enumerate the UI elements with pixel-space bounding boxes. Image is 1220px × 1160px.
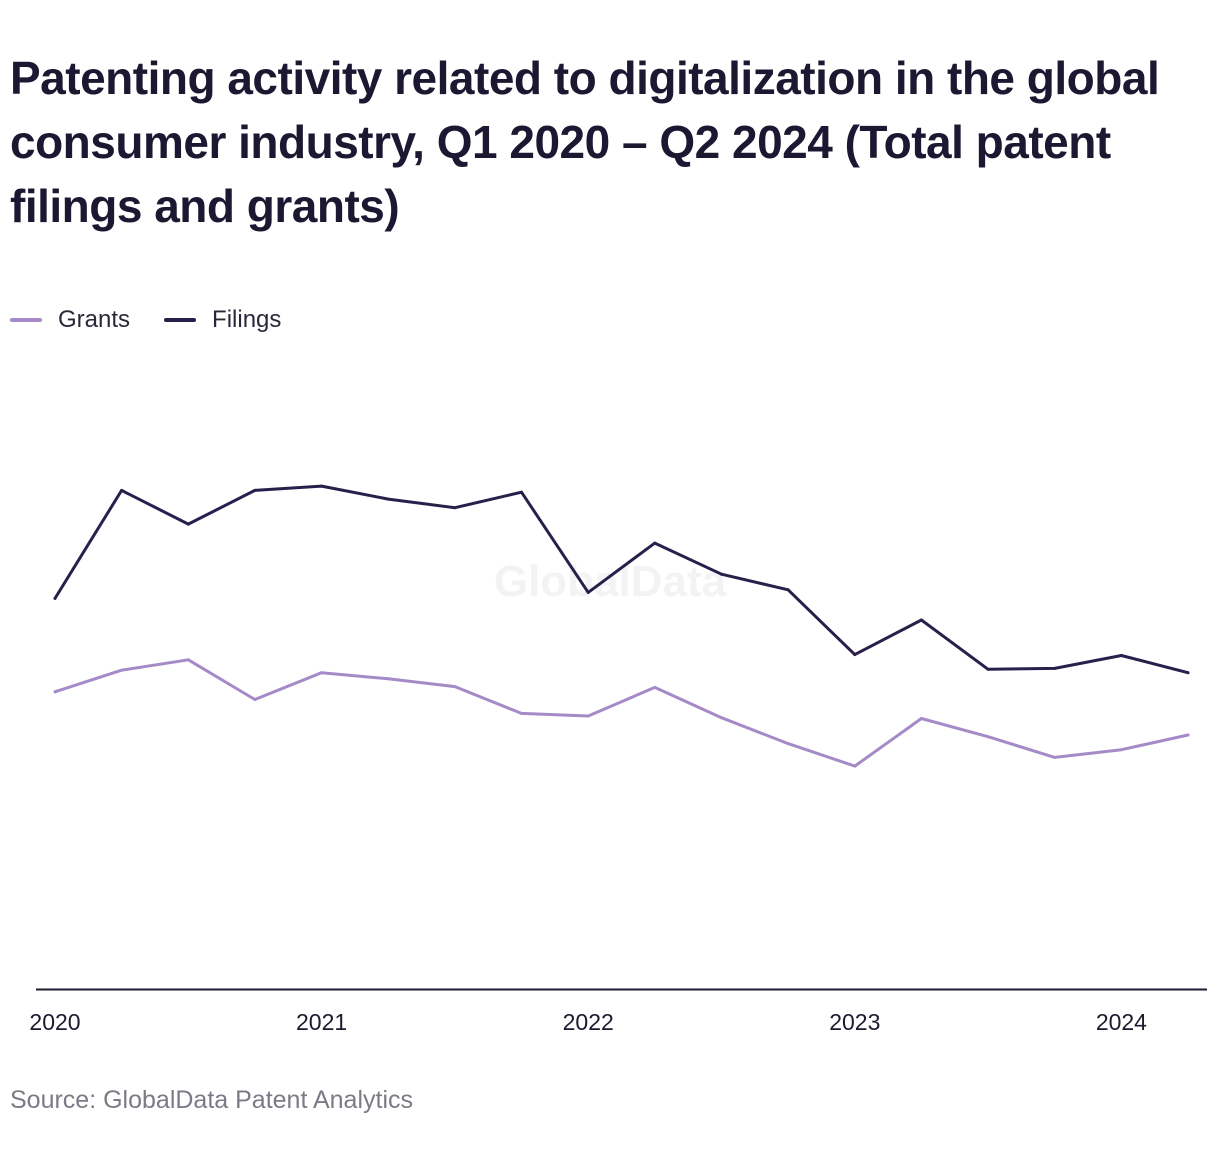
data-point-grants [1186,733,1190,737]
data-point-filings [720,572,723,576]
x-tick-label: 2022 [563,1009,614,1035]
data-point-grants [120,668,124,672]
data-point-grants [720,716,723,720]
data-point-grants [186,658,190,662]
data-point-grants [1053,755,1057,759]
data-point-filings [919,618,923,622]
data-point-filings [320,484,324,488]
data-point-filings [186,522,190,526]
data-point-grants [53,690,57,694]
data-point-grants [653,685,657,689]
data-point-filings [986,667,990,671]
data-point-filings [386,497,390,501]
data-point-filings [1119,654,1123,657]
series-line-filings [53,484,1190,675]
data-point-filings [786,588,790,592]
legend-label-grants: Grants [58,306,131,333]
data-point-grants [253,698,257,701]
x-tick-label: 2023 [829,1009,880,1035]
legend-item-filings: Filings [164,306,281,334]
legend-label-filings: Filings [212,306,282,333]
data-point-grants [386,677,390,681]
x-tick-label: 2020 [29,1009,80,1035]
data-point-grants [586,714,590,718]
data-point-filings [120,488,124,492]
source-note: Source: GlobalData Patent Analytics [10,1086,414,1114]
series-line-grants [53,658,1190,768]
data-point-filings [453,506,457,510]
data-point-grants [320,671,324,675]
x-axis-ticks: 2020 2021 2022 2023 2024 [29,1009,1147,1035]
x-tick-label: 2021 [296,1009,347,1035]
legend-item-grants: Grants [10,306,130,334]
data-point-filings [586,590,590,594]
data-point-filings [853,653,857,657]
x-tick-label: 2024 [1096,1009,1147,1035]
watermark: GlobalData [494,557,727,606]
data-point-grants [1119,748,1123,752]
data-point-filings [1186,671,1190,675]
data-point-filings [253,488,257,492]
chart-title: Patenting activity related to digitaliza… [10,52,1160,232]
data-point-filings [520,490,523,494]
legend-swatch-filings [164,318,197,322]
legend-swatch-grants [10,318,42,322]
data-point-grants [919,717,923,720]
line-chart: GlobalData 2020 2021 2022 2023 2024 [29,484,1207,1035]
data-point-grants [520,711,523,715]
data-point-grants [786,742,790,746]
data-point-filings [1053,666,1057,670]
data-point-grants [453,685,457,689]
legend: Grants Filings [10,306,315,334]
data-point-grants [853,764,857,768]
data-point-grants [986,735,990,739]
data-point-filings [653,541,657,545]
series-layer [53,484,1190,768]
data-point-filings [53,596,57,600]
